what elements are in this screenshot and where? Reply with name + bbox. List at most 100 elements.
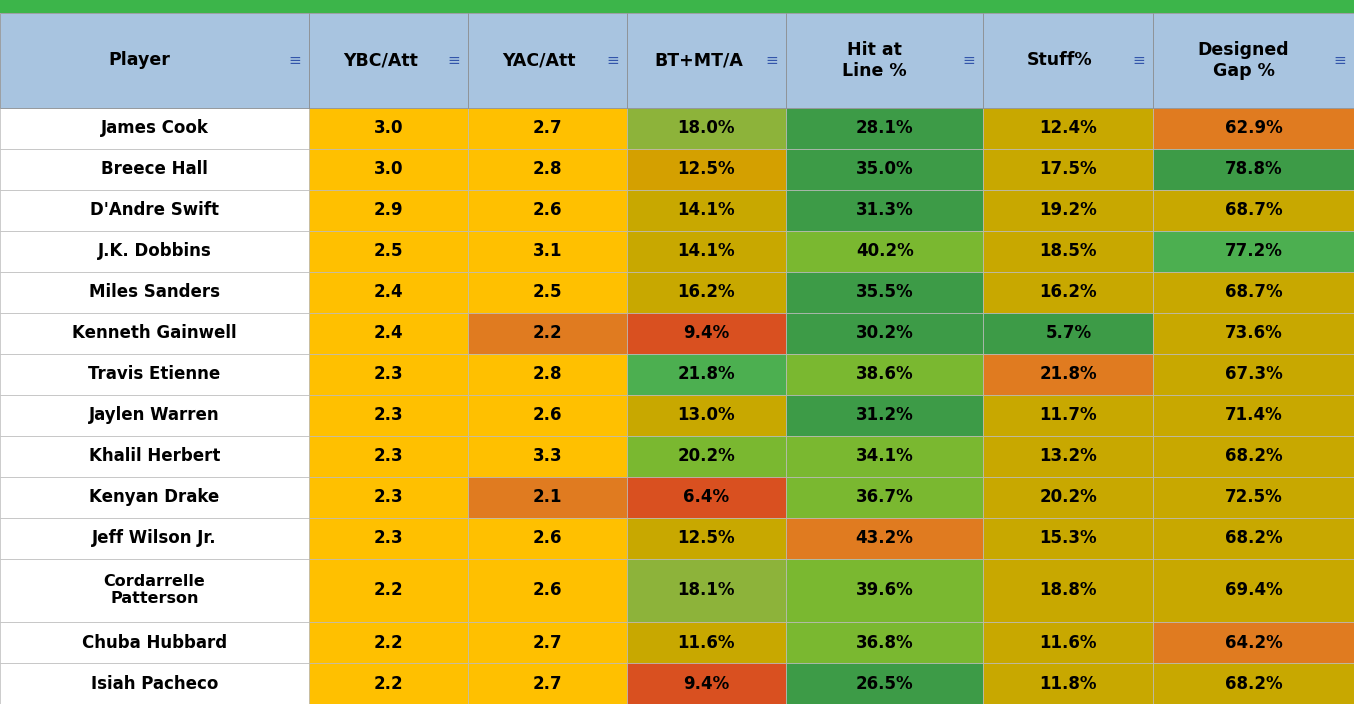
Bar (467, 353, 627, 394)
Bar (785, 108, 983, 149)
Text: James Cook: James Cook (100, 119, 209, 137)
Bar (309, 13, 467, 108)
Text: YAC/Att: YAC/Att (502, 51, 575, 69)
Bar (467, 394, 627, 436)
Text: ≡: ≡ (765, 53, 777, 68)
Bar (983, 394, 1154, 436)
Text: 11.6%: 11.6% (677, 634, 735, 651)
Text: 68.7%: 68.7% (1225, 201, 1282, 219)
Text: 20.2%: 20.2% (1040, 488, 1097, 506)
Text: 2.4: 2.4 (374, 283, 403, 301)
Bar (785, 149, 983, 189)
Text: 3.0: 3.0 (374, 161, 403, 178)
Text: 15.3%: 15.3% (1040, 529, 1097, 547)
Bar (627, 272, 785, 313)
Bar (983, 13, 1154, 108)
Bar (309, 477, 467, 517)
Bar (467, 558, 627, 622)
Text: 2.5: 2.5 (532, 283, 562, 301)
Text: 2.7: 2.7 (532, 674, 562, 693)
Bar (627, 394, 785, 436)
Text: 36.7%: 36.7% (856, 488, 914, 506)
Bar (627, 353, 785, 394)
Bar (309, 622, 467, 663)
Bar (983, 622, 1154, 663)
Text: 2.5: 2.5 (374, 242, 403, 260)
Bar (309, 231, 467, 272)
Text: 31.2%: 31.2% (856, 406, 914, 424)
Text: 11.8%: 11.8% (1040, 674, 1097, 693)
Bar (785, 622, 983, 663)
Text: 21.8%: 21.8% (677, 365, 735, 383)
Text: 18.1%: 18.1% (677, 582, 735, 599)
Text: Hit at
Line %: Hit at Line % (842, 41, 907, 80)
Bar (785, 477, 983, 517)
Bar (309, 394, 467, 436)
Bar (0, 13, 309, 108)
Bar (1154, 663, 1354, 704)
Bar (467, 149, 627, 189)
Text: 26.5%: 26.5% (856, 674, 914, 693)
Bar (309, 108, 467, 149)
Bar (785, 436, 983, 477)
Text: Cordarrelle
Patterson: Cordarrelle Patterson (103, 574, 206, 606)
Bar (627, 663, 785, 704)
Text: 78.8%: 78.8% (1225, 161, 1282, 178)
Text: Miles Sanders: Miles Sanders (89, 283, 219, 301)
Bar (309, 558, 467, 622)
Text: Kenyan Drake: Kenyan Drake (89, 488, 219, 506)
Text: Player: Player (108, 51, 169, 69)
Bar (467, 622, 627, 663)
Text: J.K. Dobbins: J.K. Dobbins (97, 242, 211, 260)
Text: 64.2%: 64.2% (1225, 634, 1282, 651)
Bar (467, 108, 627, 149)
Text: 14.1%: 14.1% (677, 201, 735, 219)
Text: 2.3: 2.3 (374, 365, 403, 383)
Bar (0, 558, 309, 622)
Bar (0, 189, 309, 231)
Bar (983, 149, 1154, 189)
Bar (0, 622, 309, 663)
Text: Stuff%: Stuff% (1028, 51, 1093, 69)
Text: Kenneth Gainwell: Kenneth Gainwell (72, 324, 237, 342)
Bar (309, 189, 467, 231)
Text: Jaylen Warren: Jaylen Warren (89, 406, 219, 424)
Bar (627, 189, 785, 231)
Bar (309, 272, 467, 313)
Bar (467, 231, 627, 272)
Bar (785, 558, 983, 622)
Bar (0, 663, 309, 704)
Bar (983, 231, 1154, 272)
Text: 5.7%: 5.7% (1045, 324, 1091, 342)
Bar (467, 477, 627, 517)
Text: 11.6%: 11.6% (1040, 634, 1097, 651)
Text: 77.2%: 77.2% (1225, 242, 1282, 260)
Bar (627, 313, 785, 353)
Text: 2.1: 2.1 (532, 488, 562, 506)
Bar (467, 436, 627, 477)
Text: Chuba Hubbard: Chuba Hubbard (81, 634, 227, 651)
Text: 43.2%: 43.2% (856, 529, 914, 547)
Bar (309, 436, 467, 477)
Bar (627, 231, 785, 272)
Text: ≡: ≡ (1334, 53, 1346, 68)
Bar (627, 436, 785, 477)
Bar (1154, 353, 1354, 394)
Text: 73.6%: 73.6% (1225, 324, 1282, 342)
Bar (785, 517, 983, 558)
Text: 68.2%: 68.2% (1225, 529, 1282, 547)
Text: BT+MT/A: BT+MT/A (654, 51, 743, 69)
Text: 36.8%: 36.8% (856, 634, 914, 651)
Bar (467, 13, 627, 108)
Text: 16.2%: 16.2% (677, 283, 735, 301)
Text: 2.7: 2.7 (532, 119, 562, 137)
Bar (627, 558, 785, 622)
Text: 13.2%: 13.2% (1040, 447, 1097, 465)
Text: 2.3: 2.3 (374, 529, 403, 547)
Bar (0, 394, 309, 436)
Text: 21.8%: 21.8% (1040, 365, 1097, 383)
Text: Breece Hall: Breece Hall (102, 161, 207, 178)
Text: 68.2%: 68.2% (1225, 447, 1282, 465)
Bar (0, 353, 309, 394)
Bar (785, 663, 983, 704)
